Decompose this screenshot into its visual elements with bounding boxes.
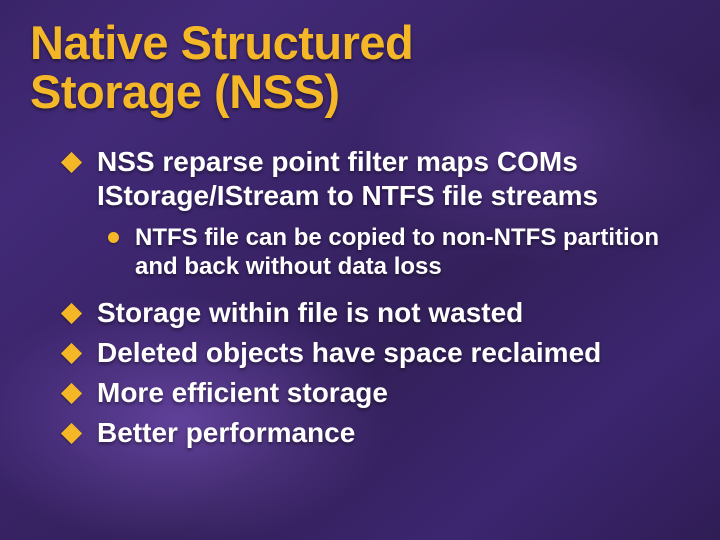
dot-icon [108, 232, 119, 243]
sub-bullet-list: NTFS file can be copied to non-NTFS part… [64, 223, 690, 282]
title-line-1: Native Structured [30, 16, 413, 69]
slide: Native Structured Storage (NSS) NSS repa… [0, 0, 720, 540]
bullet-text: More efficient storage [97, 376, 388, 410]
bullet-text: Storage within file is not wasted [97, 296, 523, 330]
bullet-text: Better performance [97, 416, 355, 450]
bullet-item: Storage within file is not wasted [64, 296, 690, 330]
title-line-2: Storage (NSS) [30, 65, 340, 118]
bullet-item: Deleted objects have space reclaimed [64, 336, 690, 370]
sub-bullet-item: NTFS file can be copied to non-NTFS part… [108, 223, 690, 282]
bullet-text: Deleted objects have space reclaimed [97, 336, 601, 370]
bullet-item: More efficient storage [64, 376, 690, 410]
diamond-icon [61, 302, 82, 323]
diamond-icon [61, 383, 82, 404]
sub-bullet-text: NTFS file can be copied to non-NTFS part… [135, 223, 690, 282]
slide-title: Native Structured Storage (NSS) [30, 18, 690, 117]
bullet-list: NSS reparse point filter maps COMs IStor… [30, 145, 690, 450]
diamond-icon [61, 423, 82, 444]
diamond-icon [61, 343, 82, 364]
diamond-icon [61, 152, 82, 173]
bullet-text: NSS reparse point filter maps COMs IStor… [97, 145, 690, 213]
bullet-item: NSS reparse point filter maps COMs IStor… [64, 145, 690, 213]
bullet-item: Better performance [64, 416, 690, 450]
